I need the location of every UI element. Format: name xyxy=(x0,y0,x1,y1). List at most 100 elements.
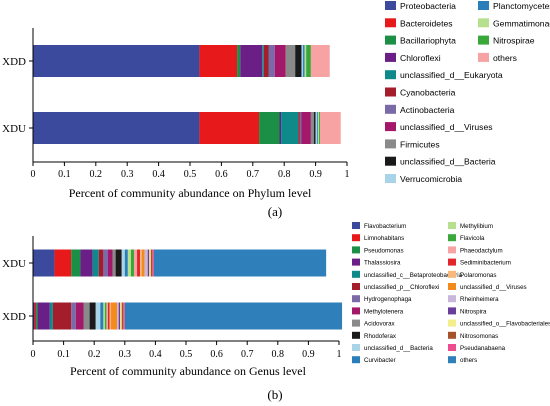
genus-x-tick-label: 0.4 xyxy=(149,349,162,360)
genus-legend-swatch-methylibium xyxy=(448,222,456,229)
genus-legend-swatch-methylotenera xyxy=(352,307,360,315)
genus-legend-label-unclassified-d-viruses: unclassified_d__Viruses xyxy=(460,284,527,291)
genus-bar-segment-phaeodactylum-xdu xyxy=(133,249,138,277)
genus-legend-label-nitrosomonas: Nitrosomonas xyxy=(460,333,498,340)
genus-bar-segment-phaeodactylum-xdd xyxy=(106,302,108,330)
genus-legend-swatch-unclassified-o-flavobacteriales xyxy=(448,319,456,327)
genus-legend: Flavobacterium Limnohabitans Pseudomonas Th… xyxy=(352,222,550,364)
phylum-legend-label-proteobacteria: Proteobacteria xyxy=(400,1,456,11)
phylum-bar-segment-unclassified-d-bacteria-xdd xyxy=(295,45,302,77)
phylum-legend-swatch-others xyxy=(478,52,489,62)
genus-legend-label-flavobacterium: Flavobacterium xyxy=(364,223,406,230)
genus-legend-label-sediminibacterium: Sediminibacterium xyxy=(460,260,511,267)
phylum-chart: 0 0.1 0.2 0.3 0.4 0.5 0.6 0.7 0.8 0.9 1 XDD XDU Per… xyxy=(2,1,550,219)
phylum-category-label-xdu: XDU xyxy=(2,123,26,135)
phylum-legend-swatch-unclassified-d-viruses xyxy=(385,122,396,132)
genus-x-tick-label: 0.6 xyxy=(210,349,223,360)
genus-legend-label-acidovorax: Acidovorax xyxy=(364,321,396,328)
genus-legend-label-methylotenera: Methylotenera xyxy=(364,308,404,315)
genus-legend-label-nitrospira: Nitrospira xyxy=(460,308,487,315)
genus-legend-swatch-unclassified-p-chloroflexi xyxy=(352,283,360,290)
genus-legend-swatch-thalassiosira xyxy=(352,258,360,266)
phylum-legend-label-bacteroidetes: Bacteroidetes xyxy=(400,18,453,28)
genus-bar-segment-unclassified-d-viruses-xdu xyxy=(141,249,145,277)
genus-bar-segment-curvibacter-xdu xyxy=(124,249,128,277)
genus-bar-segment-limnohabitans-xdu xyxy=(54,249,72,277)
genus-legend-label-unclassified-o-flavobacteriales: unclassified_o__Flavobacteriales xyxy=(460,321,550,328)
genus-legend-label-thalassiosira: Thalassiosira xyxy=(364,260,401,267)
panel-label-a: (a) xyxy=(268,204,282,219)
genus-legend-label-limnohabitans: Limnohabitans xyxy=(364,235,404,242)
phylum-bar-segment-actinobacteria-xdu xyxy=(299,112,302,144)
genus-x-tick-label: 0.8 xyxy=(272,349,285,360)
phylum-bar-segment-unclassified-d-viruses-xdd xyxy=(274,45,286,77)
phylum-x-tick-label: 0.9 xyxy=(309,169,322,180)
phylum-x-tick-label: 0.1 xyxy=(58,169,71,180)
phylum-bar-segment-gemmatimonadetes-xdd xyxy=(304,45,307,77)
phylum-legend-swatch-actinobacteria xyxy=(385,104,396,114)
phylum-bar-segment-cyanobacteria-xdu xyxy=(298,112,300,144)
phylum-legend-swatch-chloroflexi xyxy=(385,52,396,62)
phylum-bar-segment-verrucomicrobia-xdd xyxy=(301,45,304,77)
genus-bar-segment-unclassified-c-betaproteobacteria-xdd xyxy=(49,302,53,330)
phylum-legend-label-cyanobacteria: Cyanobacteria xyxy=(400,88,456,98)
phylum-bar-segment-unclassified-d-eukaryota-xdu xyxy=(281,112,299,144)
genus-legend-label-unclassified-d-bacteria: unclassified_d__Bacteria xyxy=(364,345,433,352)
genus-bar-segment-rhodoferax-xdu xyxy=(115,249,122,277)
phylum-bar-segment-planctomycetes-xdu xyxy=(317,112,319,144)
panel-label-b: (b) xyxy=(267,387,282,402)
phylum-x-tick-label: 0.5 xyxy=(184,169,197,180)
genus-bar-segment-unclassified-d-viruses-xdd xyxy=(111,302,118,330)
phylum-x-tick-label: 1 xyxy=(345,169,350,180)
genus-bar-segment-polaromonas-xdu xyxy=(140,249,142,277)
genus-legend-swatch-flavobacterium xyxy=(352,222,360,229)
phylum-bars xyxy=(33,45,341,144)
phylum-legend-label-planctomycetes: Planctomycetes xyxy=(493,1,550,11)
genus-bar-segment-polaromonas-xdd xyxy=(109,302,112,330)
phylum-bar-segment-nitrospirae-xdd xyxy=(306,45,311,77)
genus-bar-segment-unclassified-p-chloroflexi-xdd xyxy=(52,302,72,330)
phylum-x-tick-label: 0.2 xyxy=(90,169,103,180)
phylum-legend-swatch-bacillariophyta xyxy=(385,35,396,45)
phylum-bar-segment-cyanobacteria-xdd xyxy=(263,45,269,77)
genus-bar-segment-flavicola-xdu xyxy=(130,249,134,277)
genus-legend-swatch-hydrogenophaga xyxy=(352,295,360,303)
genus-bar-segment-nitrosomonas-xdu xyxy=(150,249,153,277)
phylum-x-ticks: 0 0.1 0.2 0.3 0.4 0.5 0.6 0.7 0.8 0.9 1 xyxy=(31,162,350,180)
genus-legend-label-rhodoferax: Rhodoferax xyxy=(364,333,397,340)
genus-legend-swatch-limnohabitans xyxy=(352,234,360,242)
genus-x-tick-label: 0.9 xyxy=(302,349,315,360)
phylum-legend-swatch-firmicutes xyxy=(385,139,396,149)
genus-legend-label-curvibacter: Curvibacter xyxy=(364,357,396,364)
genus-x-tick-label: 0.2 xyxy=(88,349,101,360)
genus-legend-label-hydrogenophaga: Hydrogenophaga xyxy=(364,296,412,303)
phylum-legend: Proteobacteria Bacteroidetes Bacillariophy… xyxy=(385,1,550,184)
genus-legend-swatch-sediminibacterium xyxy=(448,258,456,266)
genus-legend-swatch-nitrosomonas xyxy=(448,331,456,339)
genus-legend-swatch-unclassified-d-bacteria xyxy=(352,344,360,351)
genus-bar-segment-methylotenera-xdd xyxy=(75,302,84,330)
genus-bar-segment-others-xdu xyxy=(153,249,327,277)
phylum-legend-label-nitrospirae: Nitrospirae xyxy=(493,36,535,46)
genus-category-label-xdd: XDD xyxy=(2,311,26,323)
phylum-bar-segment-actinobacteria-xdd xyxy=(268,45,275,77)
phylum-legend-swatch-bacteroidetes xyxy=(385,18,396,28)
phylum-categories: XDD XDU xyxy=(2,56,33,135)
genus-x-tick-label: 0.5 xyxy=(180,349,193,360)
genus-bar-segment-others-xdd xyxy=(124,302,343,330)
genus-bar-segment-pseudanabaena-xdu xyxy=(152,249,154,277)
genus-bar-segment-flavicola-xdd xyxy=(104,302,107,330)
genus-x-tick-label: 0.1 xyxy=(57,349,70,360)
phylum-bar-segment-bacillariophyta-xdu xyxy=(259,112,280,144)
phylum-x-axis-title: Percent of community abundance on Phylum… xyxy=(69,186,312,200)
genus-x-tick-label: 0.3 xyxy=(119,349,132,360)
phylum-bar-segment-verrucomicrobia-xdu xyxy=(315,112,318,144)
phylum-bar-segment-gemmatimonadetes-xdu xyxy=(318,112,320,144)
phylum-x-tick-label: 0.6 xyxy=(215,169,228,180)
phylum-legend-swatch-nitrospirae xyxy=(478,35,489,45)
phylum-legend-label-unclassified-d-viruses: unclassified_d__Viruses xyxy=(400,122,493,132)
genus-bar-segment-flavobacterium-xdd xyxy=(33,302,35,330)
phylum-bar-segment-bacteroidetes-xdd xyxy=(199,45,238,77)
genus-bar-segment-hydrogenophaga-xdd xyxy=(71,302,76,330)
genus-bar-segment-limnohabitans-xdd xyxy=(34,302,37,330)
